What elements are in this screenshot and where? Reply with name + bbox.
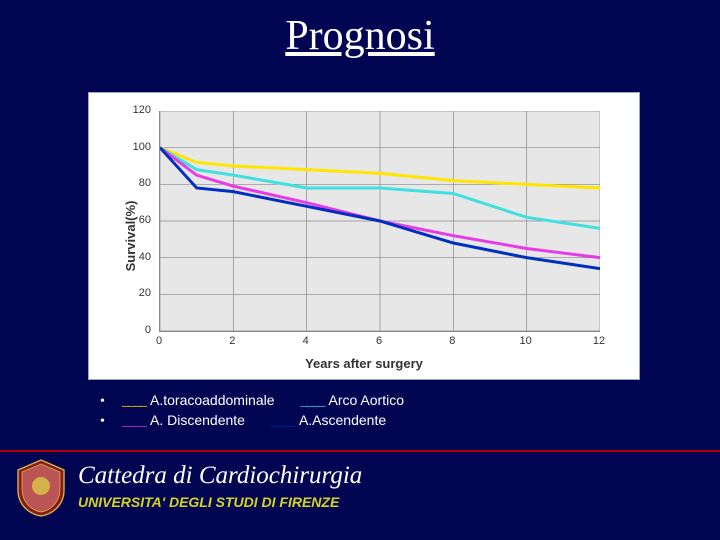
y-tick: 120 — [121, 104, 151, 116]
footer-rule — [0, 450, 720, 452]
legend-swatch: ____ — [122, 414, 150, 430]
y-tick: 20 — [121, 287, 151, 299]
university-crest-icon — [14, 458, 68, 518]
x-tick: 0 — [151, 335, 167, 347]
slide-title: Prognosi — [0, 12, 720, 60]
y-tick: 60 — [121, 214, 151, 226]
y-tick: 80 — [121, 177, 151, 189]
x-tick: 8 — [444, 335, 460, 347]
y-tick: 100 — [121, 141, 151, 153]
y-tick: 0 — [121, 324, 151, 336]
legend-label: A.toracoaddominale — [150, 392, 301, 408]
x-tick: 2 — [224, 335, 240, 347]
x-tick: 4 — [298, 335, 314, 347]
legend-label: A.Ascendente — [299, 412, 412, 428]
x-tick: 10 — [518, 335, 534, 347]
legend-label: Arco Aortico — [329, 392, 430, 408]
chart-svg — [160, 111, 600, 331]
y-tick: 40 — [121, 251, 151, 263]
legend-label: A. Discendente — [150, 412, 271, 428]
x-tick: 12 — [591, 335, 607, 347]
survival-chart: Survival(%) 020406080100120 024681012 Ye… — [88, 92, 640, 380]
x-axis-label: Years after surgery — [89, 356, 639, 371]
university-name: UNIVERSITA' DEGLI STUDI DI FIRENZE — [78, 494, 339, 510]
chart-legend: •____ A.toracoaddominale____ Arco Aortic… — [100, 390, 620, 432]
legend-row: •____ A.toracoaddominale____ Arco Aortic… — [100, 392, 620, 410]
legend-swatch: ____ — [271, 414, 299, 430]
slide: Prognosi Survival(%) 020406080100120 024… — [0, 0, 720, 540]
department-name: Cattedra di Cardiochirurgia — [78, 462, 362, 490]
x-tick: 6 — [371, 335, 387, 347]
bullet-icon: • — [100, 394, 122, 410]
plot-area — [159, 111, 600, 332]
bullet-icon: • — [100, 414, 122, 430]
legend-swatch: ____ — [301, 394, 329, 410]
legend-row: •____ A. Discendente____ A.Ascendente — [100, 412, 620, 430]
legend-swatch: ____ — [122, 394, 150, 410]
